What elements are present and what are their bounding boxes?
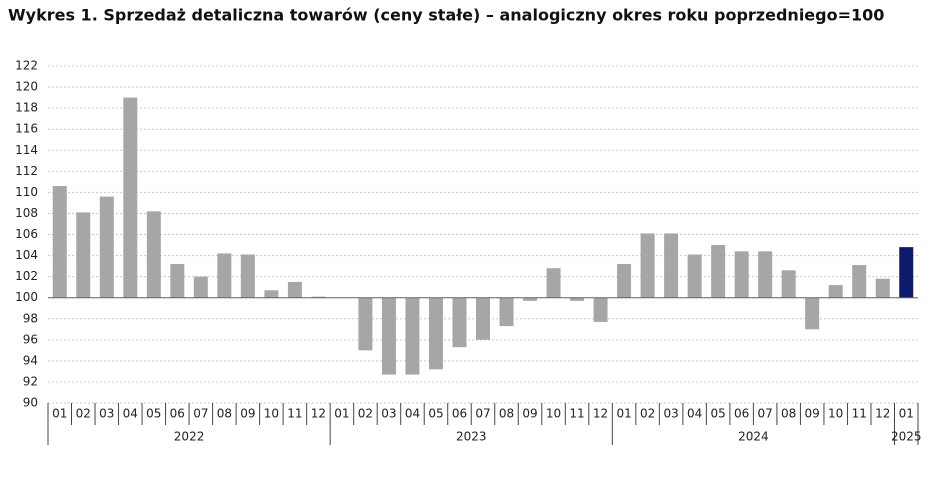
- x-tick-label: 03: [99, 407, 114, 421]
- bar: [570, 297, 585, 301]
- x-tick-label: 02: [640, 407, 655, 421]
- x-tick-label: 05: [428, 407, 443, 421]
- bar: [428, 297, 443, 370]
- x-tick-label: 02: [76, 407, 91, 421]
- x-tick-label: 11: [569, 407, 584, 421]
- x-tick-label: 10: [546, 407, 561, 421]
- bar: [287, 281, 302, 298]
- x-tick-label: 09: [805, 407, 820, 421]
- bar: [240, 254, 255, 298]
- x-tick-label: 01: [616, 407, 631, 421]
- bar: [193, 276, 208, 298]
- y-tick-label: 96: [23, 332, 38, 346]
- y-tick-label: 90: [23, 396, 38, 410]
- group-label: 2023: [456, 430, 487, 444]
- group-label: 2022: [174, 430, 205, 444]
- bar: [781, 270, 796, 298]
- bar: [711, 245, 726, 298]
- y-tick-label: 104: [15, 248, 38, 262]
- x-tick-label: 07: [758, 407, 773, 421]
- bar: [76, 212, 91, 298]
- bar: [311, 296, 326, 298]
- x-tick-label: 08: [781, 407, 796, 421]
- x-tick-label: 08: [217, 407, 232, 421]
- bar: [499, 297, 514, 327]
- bar: [523, 297, 538, 301]
- y-tick-label: 116: [15, 122, 38, 136]
- x-tick-label: 05: [146, 407, 161, 421]
- x-tick-label: 12: [311, 407, 326, 421]
- y-tick-label: 114: [15, 143, 38, 157]
- y-tick-label: 106: [15, 227, 38, 241]
- x-tick-label: 09: [240, 407, 255, 421]
- chart-title: Wykres 1. Sprzedaż detaliczna towarów (c…: [8, 6, 884, 25]
- x-tick-label: 10: [828, 407, 843, 421]
- bar: [405, 297, 420, 375]
- y-tick-label: 102: [15, 269, 38, 283]
- bar: [52, 186, 67, 298]
- x-tick-label: 03: [381, 407, 396, 421]
- x-tick-label: 10: [264, 407, 279, 421]
- y-tick-label: 122: [15, 59, 38, 73]
- group-label: 2025: [891, 430, 922, 444]
- x-tick-label: 04: [687, 407, 702, 421]
- y-tick-label: 118: [15, 101, 38, 115]
- bar: [264, 290, 279, 298]
- bar: [170, 263, 185, 298]
- x-tick-label: 11: [852, 407, 867, 421]
- bar: [476, 297, 490, 340]
- y-tick-label: 98: [23, 311, 38, 325]
- bar: [146, 211, 161, 298]
- bar: [381, 297, 396, 375]
- bar: [593, 297, 608, 322]
- x-tick-label: 08: [499, 407, 514, 421]
- x-tick-label: 01: [899, 407, 914, 421]
- bar: [664, 233, 679, 298]
- x-tick-label: 04: [123, 407, 138, 421]
- bar: [546, 268, 561, 298]
- x-tick-label: 01: [52, 407, 67, 421]
- x-tick-label: 07: [193, 407, 208, 421]
- x-tick-label: 09: [522, 407, 537, 421]
- bar: [758, 251, 773, 298]
- y-tick-label: 108: [15, 206, 38, 220]
- x-tick-label: 12: [875, 407, 890, 421]
- y-tick-label: 120: [15, 80, 38, 94]
- y-tick-label: 94: [23, 353, 38, 367]
- bar: [852, 265, 867, 298]
- x-tick-label: 02: [358, 407, 373, 421]
- x-tick-label: 05: [710, 407, 725, 421]
- x-tick-label: 04: [405, 407, 420, 421]
- x-tick-label: 11: [287, 407, 302, 421]
- x-tick-label: 03: [663, 407, 678, 421]
- bar: [99, 196, 114, 298]
- bar: [687, 254, 702, 298]
- x-tick-label: 06: [452, 407, 467, 421]
- bar: [734, 251, 749, 298]
- bar: [358, 297, 373, 351]
- y-tick-label: 100: [15, 290, 38, 304]
- x-tick-label: 06: [170, 407, 185, 421]
- bar: [217, 253, 232, 298]
- bar: [123, 97, 138, 298]
- x-tick-label: 01: [334, 407, 349, 421]
- y-tick-label: 110: [15, 185, 38, 199]
- bar: [828, 285, 843, 298]
- bar: [875, 278, 890, 298]
- bar: [805, 297, 820, 330]
- bar: [899, 247, 914, 298]
- bar: [640, 233, 655, 298]
- x-tick-label: 12: [593, 407, 608, 421]
- y-tick-label: 92: [23, 374, 38, 388]
- x-tick-label: 07: [475, 407, 490, 421]
- y-tick-label: 112: [15, 164, 38, 178]
- x-tick-label: 06: [734, 407, 749, 421]
- bar: [617, 263, 632, 298]
- bar: [452, 297, 467, 348]
- group-label: 2024: [738, 430, 769, 444]
